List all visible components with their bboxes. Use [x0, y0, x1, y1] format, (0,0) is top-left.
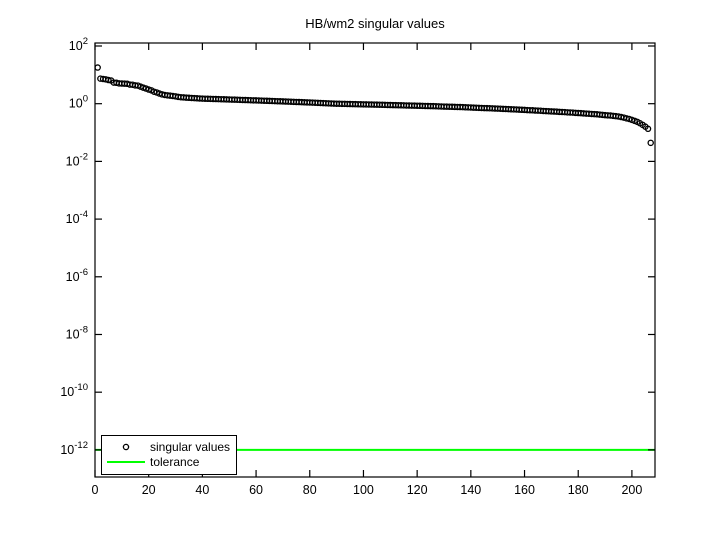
data-point-marker [150, 88, 158, 95]
data-point-marker [647, 139, 654, 147]
y-tick-label: 10-8 [66, 324, 88, 341]
y-tick-label: 10-12 [60, 440, 88, 457]
legend-line-swatch-icon [102, 460, 150, 463]
x-tick-label: 60 [249, 483, 263, 497]
x-tick-label: 120 [407, 483, 428, 497]
legend-circle-marker-icon [102, 442, 150, 452]
x-tick-label: 20 [142, 483, 156, 497]
data-point-marker [105, 76, 112, 84]
series-singular-values [94, 64, 654, 147]
y-tick-label: 10-4 [66, 209, 88, 226]
chart-title: HB/wm2 singular values [305, 16, 445, 31]
y-tick-label: 10-6 [66, 267, 88, 284]
x-tick-label: 200 [621, 483, 642, 497]
y-tick-label: 100 [69, 94, 88, 111]
x-tick-label: 180 [568, 483, 589, 497]
x-tick-label: 40 [195, 483, 209, 497]
x-tick-label: 160 [514, 483, 535, 497]
legend: singular values tolerance [101, 435, 237, 475]
x-tick-label: 0 [92, 483, 99, 497]
y-tick-label: 10-10 [60, 382, 88, 399]
legend-label-singular-values: singular values [150, 439, 231, 454]
x-tick-label: 140 [460, 483, 481, 497]
x-tick-label: 80 [303, 483, 317, 497]
legend-label-tolerance: tolerance [150, 454, 200, 469]
data-point-marker [94, 64, 101, 71]
legend-entry-singular-values: singular values [102, 439, 236, 454]
axes-box [94, 42, 656, 478]
y-tick-label: 10-2 [66, 151, 88, 168]
legend-entry-tolerance: tolerance [102, 454, 236, 469]
data-point-marker [644, 125, 652, 133]
y-tick-label: 102 [69, 36, 88, 53]
x-tick-label: 100 [353, 483, 374, 497]
